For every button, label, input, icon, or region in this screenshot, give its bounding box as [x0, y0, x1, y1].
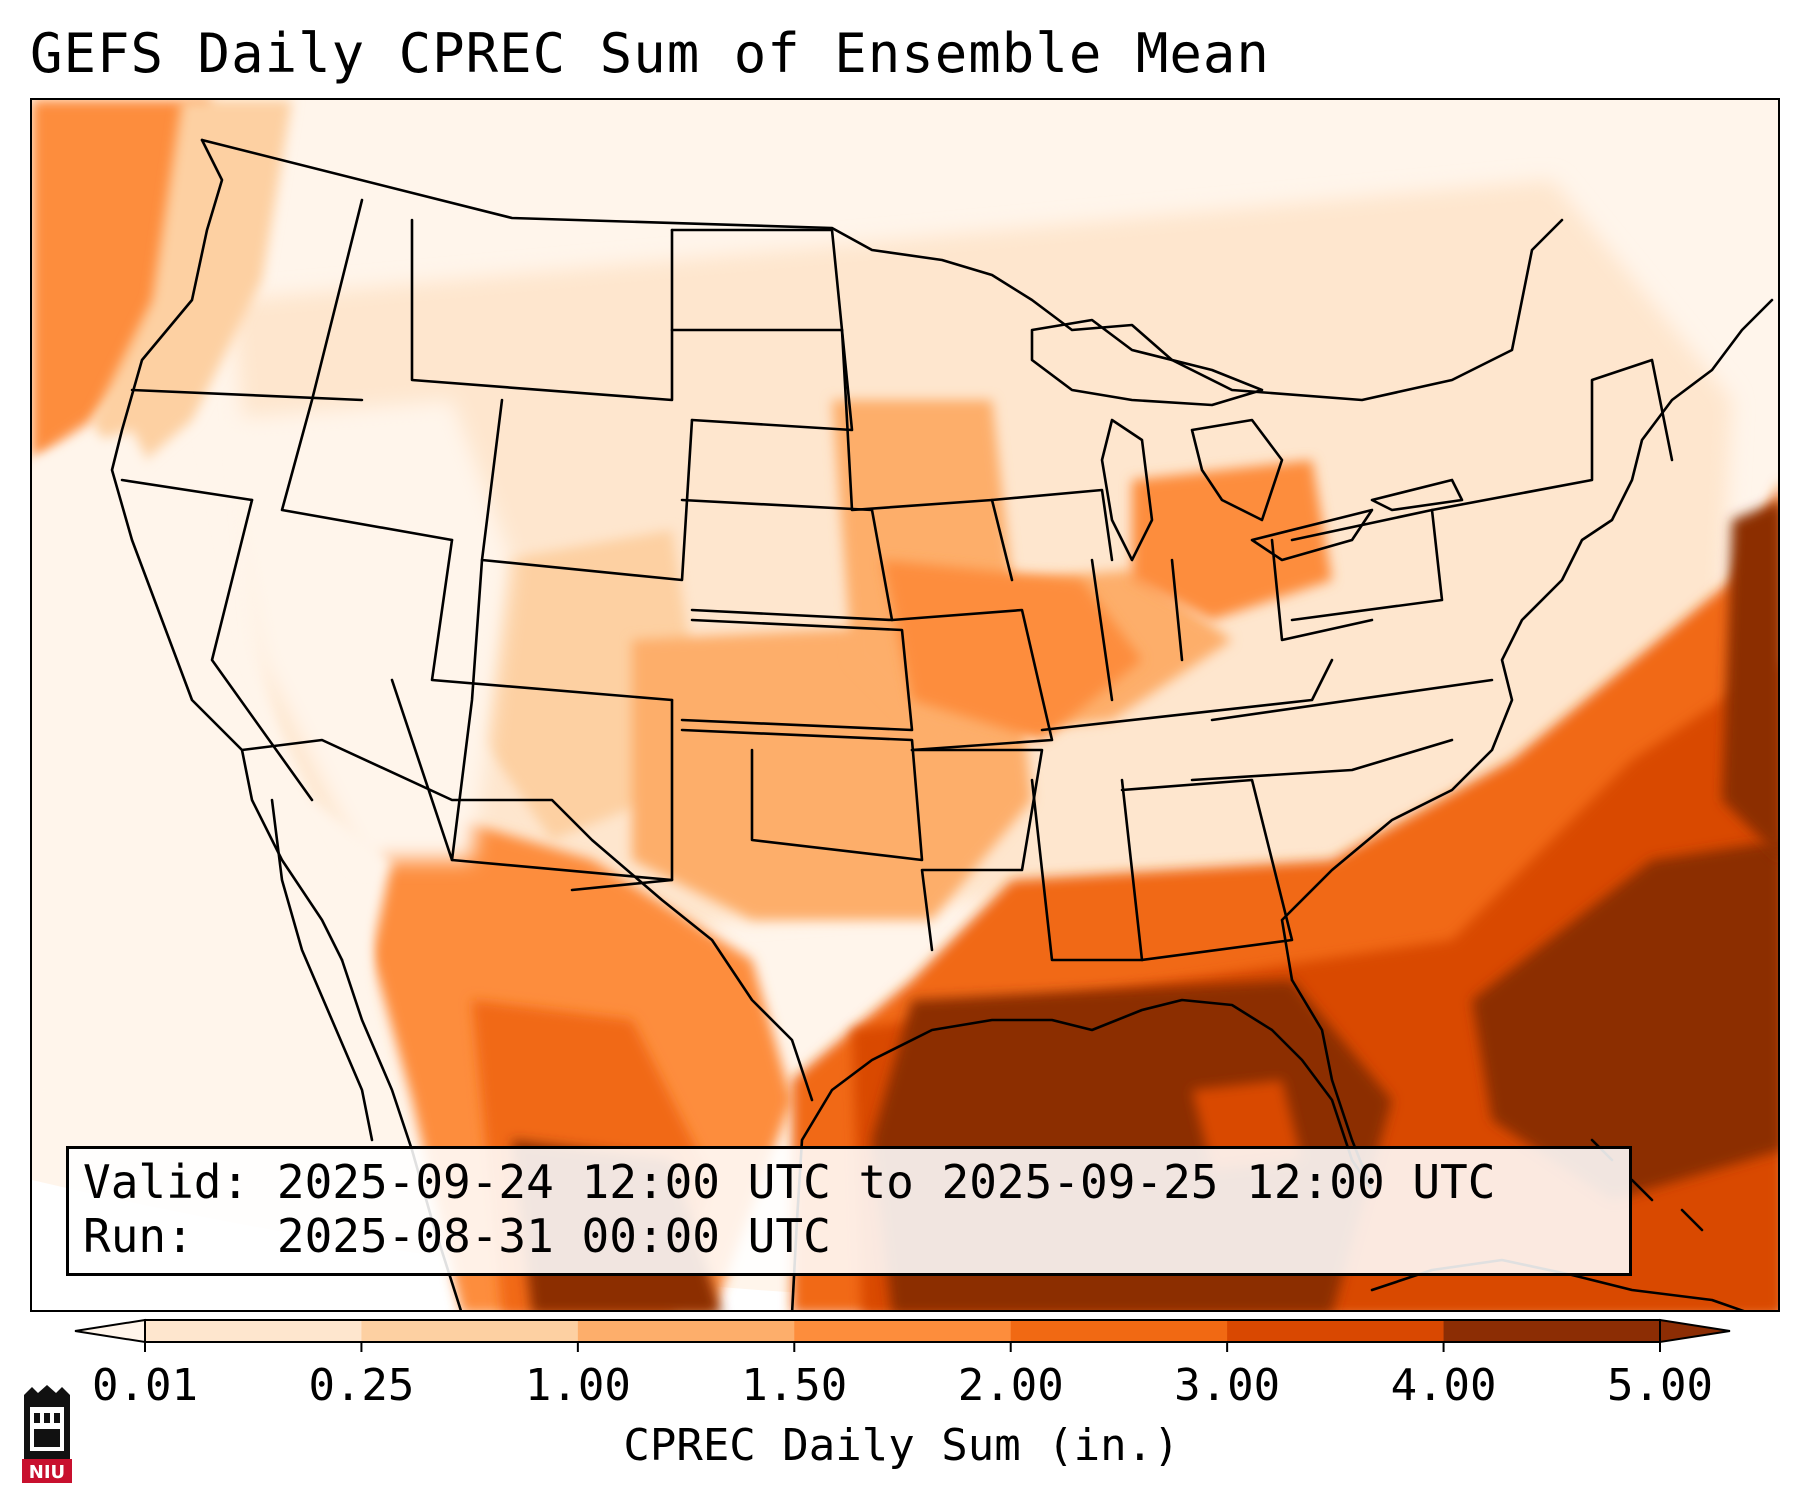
state-line-mn-ia	[840, 328, 1014, 582]
lake-ontario	[1370, 478, 1464, 512]
state-line-wa-or	[130, 388, 364, 402]
state-line-id	[280, 198, 454, 542]
state-line-ok	[680, 728, 924, 862]
valid-value: 2025-09-24 12:00 UTC to 2025-09-25 12:00…	[276, 1155, 1496, 1209]
lake-superior	[1030, 318, 1264, 407]
run-value: 2025-08-31 00:00 UTC	[276, 1209, 831, 1263]
colorbar-segment	[577, 1320, 795, 1342]
colorbar: 0.01 0.25 1.00 1.50 2.00 3.00 4.00 5.00	[74, 1318, 1731, 1411]
state-line-ga-fl	[1120, 778, 1294, 962]
state-line-mo	[890, 608, 1054, 752]
state-line-new-england	[1430, 358, 1674, 512]
state-line-ne	[680, 498, 894, 622]
map-panel	[30, 98, 1780, 1312]
atlantic-coast	[1280, 298, 1774, 982]
field-ohio-valley	[1132, 460, 1332, 620]
map-title: GEFS Daily CPREC Sum of Ensemble Mean	[30, 22, 1270, 85]
colorbar-tick-label: 3.00	[1174, 1360, 1280, 1411]
colorbar-segment	[1443, 1320, 1661, 1342]
colorbar-outline	[144, 1319, 1661, 1343]
state-line-mt-wy	[410, 218, 674, 402]
colorbar-label: CPREC Daily Sum (in.)	[623, 1420, 1180, 1471]
field-pnw-coast	[92, 100, 292, 480]
colorbar-segment	[145, 1320, 362, 1342]
colorbar-tick-label: 1.50	[741, 1360, 847, 1411]
run-label: Run:	[83, 1209, 194, 1263]
state-borders	[110, 138, 1774, 1310]
lake-erie	[1250, 508, 1374, 562]
mexico-border	[240, 738, 814, 1102]
precip-field	[32, 100, 1778, 1310]
field-atlantic-darkest	[1472, 840, 1778, 1200]
lake-michigan	[1100, 418, 1154, 562]
state-line-va-nc	[1210, 678, 1494, 722]
field-atlantic-strip	[1722, 501, 1778, 856]
university-tower-icon: NIU	[22, 1385, 72, 1483]
colorbar-tick-label: 2.00	[958, 1360, 1064, 1411]
colorbar-tick-labels: 0.01 0.25 1.00 1.50 2.00 3.00 4.00 5.00	[92, 1360, 1713, 1411]
colorbar-segment	[361, 1320, 579, 1342]
colorbar-tick-label: 1.00	[525, 1360, 631, 1411]
baja-peninsula	[270, 798, 374, 1142]
colorbar-segment	[1227, 1320, 1445, 1342]
state-line-nc-sc	[1190, 738, 1454, 782]
state-line-tn-ky	[1040, 658, 1334, 732]
valid-label: Valid:	[83, 1155, 250, 1209]
state-line-nm-tx	[570, 698, 674, 892]
colorbar-ticks	[144, 1342, 1661, 1352]
colorbar-segment	[794, 1320, 1012, 1342]
state-line-in-oh	[1170, 558, 1184, 662]
colorbar-segment	[1010, 1320, 1228, 1342]
field-mo-ar	[882, 560, 1142, 740]
valid-run-info-box: Valid: 2025-09-24 12:00 UTC to 2025-09-2…	[66, 1146, 1632, 1276]
state-line-oh-pa	[1270, 538, 1374, 642]
colorbar-extend-max	[1659, 1318, 1731, 1344]
precip-map	[32, 100, 1778, 1310]
state-line-co-nm	[450, 558, 484, 862]
state-line-il-in	[1090, 558, 1114, 702]
state-line-az-nm	[390, 678, 674, 882]
state-line-ms-al	[1030, 778, 1144, 962]
colorbar-tick-label: 4.00	[1391, 1360, 1497, 1411]
state-line-wi-il	[990, 488, 1114, 562]
colorbar-tick-label: 5.00	[1607, 1360, 1713, 1411]
state-line-or-ca	[120, 478, 254, 502]
state-line-ar-la	[910, 748, 1044, 952]
colorbar-segments	[74, 1318, 1731, 1344]
state-line-ks	[680, 618, 914, 732]
colorbar-extend-min	[74, 1318, 146, 1344]
colorbar-tick-label: 0.25	[308, 1360, 414, 1411]
field-pnw-offshore	[32, 100, 212, 460]
lake-huron	[1190, 418, 1284, 522]
colorbar-tick-label: 0.01	[92, 1360, 198, 1411]
field-california	[32, 430, 392, 1100]
state-line-nv	[210, 498, 314, 802]
pacific-coast	[110, 138, 344, 962]
logo-text: NIU	[29, 1462, 65, 1483]
state-line-ut-az	[430, 538, 674, 702]
field-great-basin	[212, 400, 512, 860]
